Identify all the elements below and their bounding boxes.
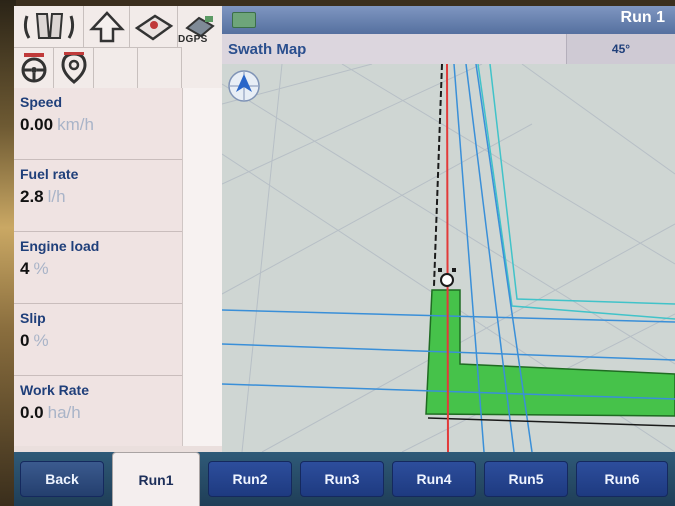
readout-fuel-rate[interactable]: Fuel rate 2.8 l/h	[14, 160, 182, 232]
tab-run6[interactable]: Run6	[576, 461, 668, 497]
readout-value: 0.0	[20, 403, 44, 422]
back-button[interactable]: Back	[20, 461, 104, 497]
readout-slip[interactable]: Slip 0%	[14, 304, 182, 376]
field-icon[interactable]	[130, 6, 178, 47]
terminal-screen: DGPS Speed 0.00 km/h Fuel rate	[14, 6, 675, 506]
tractor-marker-icon	[438, 268, 456, 287]
readout-value: 0.00	[20, 115, 54, 134]
compass-icon[interactable]	[228, 70, 260, 102]
track-line	[427, 417, 675, 427]
field-boundary-lines	[477, 64, 675, 320]
tab-run5[interactable]: Run5	[484, 461, 568, 497]
side-spacer	[182, 88, 223, 446]
swath-header: Swath Map 45°	[222, 34, 675, 65]
view-angle-button[interactable]: 45°	[566, 34, 675, 64]
readout-unit: %	[33, 331, 49, 350]
guidance-line	[446, 64, 449, 452]
map-title-bar: Run 1	[222, 6, 675, 34]
headland-icon[interactable]	[54, 47, 94, 88]
track-line	[433, 64, 443, 287]
empty-icon-slot	[138, 47, 182, 88]
readout-panel: Speed 0.00 km/h Fuel rate 2.8 l/h Engine l…	[14, 88, 182, 446]
readout-unit: ha/h	[47, 403, 81, 422]
readout-label: Work Rate	[20, 382, 89, 398]
tab-run4[interactable]: Run4	[392, 461, 476, 497]
swath-map-canvas	[222, 64, 675, 452]
readout-label: Slip	[20, 310, 46, 326]
status-icon-bar: DGPS	[14, 6, 222, 89]
readout-label: Speed	[20, 94, 63, 110]
coverage-area	[425, 289, 675, 417]
readout-engine-load[interactable]: Engine load 4%	[14, 232, 182, 304]
readout-speed[interactable]: Speed 0.00 km/h	[14, 88, 182, 160]
background-photo-edge	[0, 0, 16, 506]
tab-run1[interactable]: Run1	[112, 452, 200, 506]
readout-work-rate[interactable]: Work Rate 0.0 ha/h	[14, 376, 182, 448]
swath-map-label: Swath Map	[228, 41, 307, 58]
readout-value: 4	[20, 259, 30, 278]
readout-unit: km/h	[57, 115, 94, 134]
battery-icon	[232, 12, 256, 28]
swath-map[interactable]	[222, 64, 675, 452]
readout-label: Fuel rate	[20, 166, 79, 182]
readout-value: 0	[20, 331, 30, 350]
steering-wheel-icon[interactable]	[14, 47, 54, 88]
readout-label: Engine load	[20, 238, 100, 254]
readout-value: 2.8	[20, 187, 44, 206]
implement-icon[interactable]	[14, 6, 84, 47]
dgps-label: DGPS	[178, 34, 208, 45]
tab-run2[interactable]: Run2	[208, 461, 292, 497]
up-arrow-icon[interactable]	[84, 6, 130, 47]
gps-receiver-icon	[178, 6, 222, 47]
run-title: Run 1	[620, 9, 665, 26]
readout-unit: %	[33, 259, 49, 278]
empty-icon-slot	[94, 47, 138, 88]
readout-unit: l/h	[47, 187, 66, 206]
run-tab-bar: Back Run1 Run2 Run3 Run4 Run5 Run6	[14, 452, 675, 506]
tab-run3[interactable]: Run3	[300, 461, 384, 497]
